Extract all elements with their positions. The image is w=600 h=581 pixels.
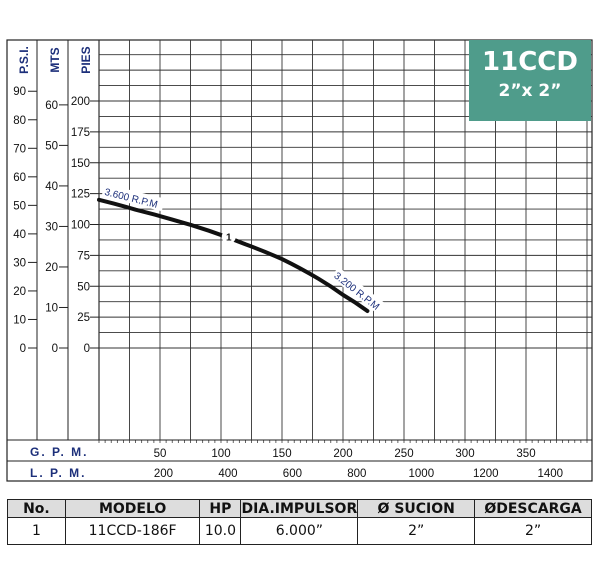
model-badge: 11CCD 2”x 2” — [469, 40, 591, 121]
header-dia-impulsor: DIA.IMPULSOR — [240, 499, 359, 518]
mts-tick-label: 50 — [45, 140, 58, 152]
spec-table: No. MODELO HP DIA.IMPULSOR Ø SUCION ØDES… — [7, 499, 592, 545]
psi-tick-label: 0 — [20, 343, 26, 355]
mts-tick-label: 0 — [52, 343, 58, 355]
cell-dia-impulsor: 6.000” — [240, 517, 359, 545]
gpm-axis-title: G. P. M. — [30, 445, 88, 459]
lpm-tick-label: 800 — [347, 468, 366, 480]
lpm-tick-label: 400 — [218, 468, 237, 480]
psi-tick-label: 10 — [13, 314, 26, 326]
pies-tick-label: 0 — [84, 343, 90, 355]
cell-descarga: 2” — [474, 517, 592, 545]
cell-sucion: 2” — [357, 517, 476, 545]
cell-modelo: 11CCD-186F — [64, 517, 201, 545]
lpm-tick-label: 1200 — [473, 468, 499, 480]
lpm-tick-label: 1000 — [409, 468, 435, 480]
curve-marker-bg — [221, 229, 236, 244]
lpm-axis-title: L. P. M. — [30, 466, 86, 480]
psi-tick-label: 50 — [13, 200, 26, 212]
pump-curve-chart: P.S.I. MTS PIES025507510012515017520001020… — [6, 39, 593, 482]
gpm-tick-label: 100 — [211, 448, 230, 460]
lpm-tick-label: 600 — [283, 468, 302, 480]
cell-hp: 10.0 — [199, 517, 242, 545]
end-speed-bg — [330, 267, 388, 316]
table-row: 1 11CCD-186F 10.0 6.000” 2” 2” — [7, 517, 592, 545]
psi-tick-label: 70 — [13, 143, 26, 155]
pies-tick-label: 50 — [77, 281, 90, 293]
pies-tick-label: 75 — [77, 250, 90, 262]
mts-tick-label: 20 — [45, 262, 58, 274]
mts-tick-label: 10 — [45, 302, 58, 314]
gpm-tick-label: 50 — [154, 448, 167, 460]
head-axis-title-mts: MTS — [48, 47, 62, 72]
start-speed-bg — [101, 183, 165, 212]
model-size: 2”x 2” — [498, 81, 562, 101]
gpm-tick-label: 200 — [333, 448, 352, 460]
pies-tick-label: 125 — [71, 189, 90, 201]
psi-tick-label: 20 — [13, 286, 26, 298]
mts-tick-label: 30 — [45, 221, 58, 233]
curve-marker-label: 1 — [226, 233, 232, 244]
lpm-tick-label: 1400 — [537, 468, 563, 480]
lpm-tick-label: 200 — [154, 468, 173, 480]
performance-curve — [97, 197, 370, 313]
cell-no: 1 — [7, 517, 66, 545]
pies-tick-label: 100 — [71, 220, 90, 232]
head-axis-title-psi: P.S.I. — [17, 46, 31, 74]
gpm-tick-label: 150 — [272, 448, 291, 460]
pies-tick-label: 150 — [71, 158, 90, 170]
gpm-tick-label: 350 — [516, 448, 535, 460]
header-modelo: MODELO — [64, 499, 201, 518]
header-no: No. — [7, 499, 66, 518]
spec-header-row: No. MODELO HP DIA.IMPULSOR Ø SUCION ØDES… — [7, 499, 592, 518]
mts-tick-label: 40 — [45, 181, 58, 193]
model-title: 11CCD — [482, 47, 578, 77]
chart-frame — [6, 39, 593, 482]
gpm-tick-label: 300 — [455, 448, 474, 460]
mts-tick-label: 60 — [45, 100, 58, 112]
psi-tick-label: 30 — [13, 257, 26, 269]
psi-tick-label: 80 — [13, 115, 26, 127]
psi-tick-label: 60 — [13, 172, 26, 184]
header-hp: HP — [199, 499, 242, 518]
header-descarga: ØDESCARGA — [474, 499, 592, 518]
head-axis-title-pies: PIES — [79, 46, 93, 73]
pies-tick-label: 25 — [77, 312, 90, 324]
header-sucion: Ø SUCION — [357, 499, 476, 518]
pies-tick-label: 200 — [71, 96, 90, 108]
gpm-tick-label: 250 — [394, 448, 413, 460]
psi-tick-label: 90 — [13, 86, 26, 98]
psi-tick-label: 40 — [13, 229, 26, 241]
pies-tick-label: 175 — [71, 127, 90, 139]
